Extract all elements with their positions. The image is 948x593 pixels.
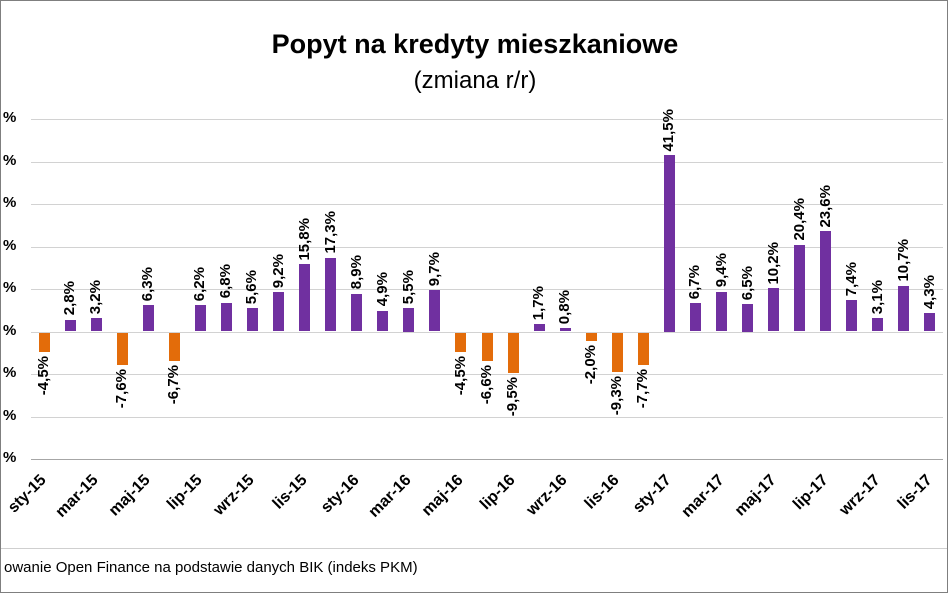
bar-value-label: -9,3%: [608, 376, 626, 416]
bar-value-label: 20,4%: [790, 198, 808, 241]
bar-cze-17: [794, 244, 806, 332]
bar-lis-17: [924, 313, 936, 332]
y-tick-label: %: [3, 279, 17, 296]
y-tick-label: %: [3, 449, 17, 466]
bar-value-label: 2,8%: [61, 281, 79, 316]
bar-sty-16: [351, 293, 363, 332]
bar-kwi-15: [116, 332, 128, 365]
bar-mar-16: [403, 308, 415, 332]
bar-paź-16: [585, 332, 597, 341]
bar-lip-17: [820, 231, 832, 332]
gridline: [31, 416, 943, 418]
chart-frame-bottom-line: [1, 548, 947, 549]
y-tick-label: %: [3, 321, 17, 339]
bar-lut-17: [689, 303, 701, 332]
bar-value-label: 3,1%: [868, 280, 886, 315]
chart-title: Popyt na kredyty mieszkaniowe: [271, 29, 679, 59]
bar-value-label: 6,5%: [738, 265, 756, 300]
y-tick-label: %: [3, 364, 17, 381]
bar-value-label: 10,7%: [894, 239, 912, 283]
y-tick-label: %: [3, 151, 17, 169]
bar-lis-15: [299, 264, 311, 332]
bar-lut-16: [377, 310, 389, 332]
bar-value-label: -9,5%: [504, 376, 522, 417]
y-tick-label: %: [3, 406, 17, 424]
bar-cze-16: [481, 332, 493, 361]
gridline: [31, 161, 943, 163]
y-tick-label: %: [3, 236, 17, 254]
source-note: owanie Open Finance na podstawie danych …: [4, 559, 418, 576]
bar-mar-17: [716, 291, 727, 332]
bar-value-label: 9,2%: [269, 254, 287, 289]
gridline: [31, 119, 943, 120]
bar-wrz-17: [872, 318, 884, 332]
bar-value-label: -6,7%: [165, 364, 183, 405]
bar-value-label: 23,6%: [816, 184, 834, 228]
gridline: [31, 204, 943, 205]
bar-value-label: 9,4%: [712, 253, 730, 288]
bar-wrz-15: [246, 307, 258, 332]
bar-maj-17: [768, 288, 780, 332]
bar-value-label: -2,0%: [582, 345, 600, 385]
bar-value-label: 0,8%: [556, 289, 574, 325]
bar-sie-15: [220, 302, 232, 332]
gridline: [31, 459, 943, 460]
chart-subtitle: (zmiana r/r): [413, 67, 537, 94]
bar-value-label: 41,5%: [660, 108, 678, 152]
bar-value-label: 5,5%: [399, 269, 417, 305]
bar-value-label: 4,9%: [373, 272, 391, 307]
bar-maj-16: [455, 332, 467, 352]
bar-sie-17: [846, 300, 858, 332]
bar-lis-16: [611, 332, 623, 373]
bar-gru-15: [325, 257, 337, 332]
bar-sie-16: [533, 324, 545, 332]
bar-value-label: 9,7%: [425, 252, 443, 287]
bar-value-label: -6,6%: [478, 364, 495, 404]
bar-value-label: 1,7%: [530, 286, 548, 321]
bar-sty-17: [663, 155, 675, 332]
bar-value-label: 4,3%: [920, 275, 938, 310]
bar-paź-15: [273, 292, 285, 332]
bar-mar-15: [90, 317, 102, 332]
bar-value-label: 7,4%: [842, 261, 860, 297]
bar-value-label: -4,5%: [451, 355, 469, 395]
gridline: [31, 246, 943, 248]
y-tick-label: %: [3, 194, 17, 211]
bar-kwi-17: [742, 303, 754, 332]
bar-wrz-16: [559, 328, 571, 332]
bar-value-label: 10,2%: [764, 241, 782, 285]
bar-value-label: 6,7%: [686, 264, 704, 300]
bar-value-label: 5,6%: [243, 269, 261, 304]
bar-paź-17: [898, 286, 910, 332]
bar-value-label: 17,3%: [321, 211, 339, 254]
bar-sty-15: [38, 332, 50, 352]
bar-value-label: 6,2%: [191, 266, 209, 302]
bar-value-label: -7,6%: [113, 368, 131, 408]
y-tick-label: %: [3, 109, 17, 126]
bar-value-label: -7,7%: [634, 369, 652, 409]
bar-value-label: 15,8%: [295, 217, 313, 261]
plot-area: -4,5% 2,8% 3,2% -7,6% 6,3% -6,7% 6,2% 6,8% 5,6% 9…: [31, 109, 943, 460]
bar-cze-15: [168, 332, 180, 361]
gridline: [31, 374, 943, 375]
bar-value-label: -4,5%: [35, 355, 53, 395]
bar-value-label: 6,8%: [217, 264, 235, 299]
bar-value-label: 8,9%: [347, 255, 365, 290]
bar-lut-15: [64, 319, 76, 332]
gridline: [31, 331, 943, 333]
bar-lip-15: [194, 305, 206, 332]
bar-value-label: 3,2%: [87, 279, 105, 314]
bar-lip-16: [507, 332, 519, 373]
gridline: [31, 289, 943, 290]
bar-maj-15: [142, 304, 154, 332]
bar-kwi-16: [429, 290, 441, 332]
bar-gru-16: [637, 332, 649, 366]
bar-value-label: 6,3%: [139, 266, 157, 301]
